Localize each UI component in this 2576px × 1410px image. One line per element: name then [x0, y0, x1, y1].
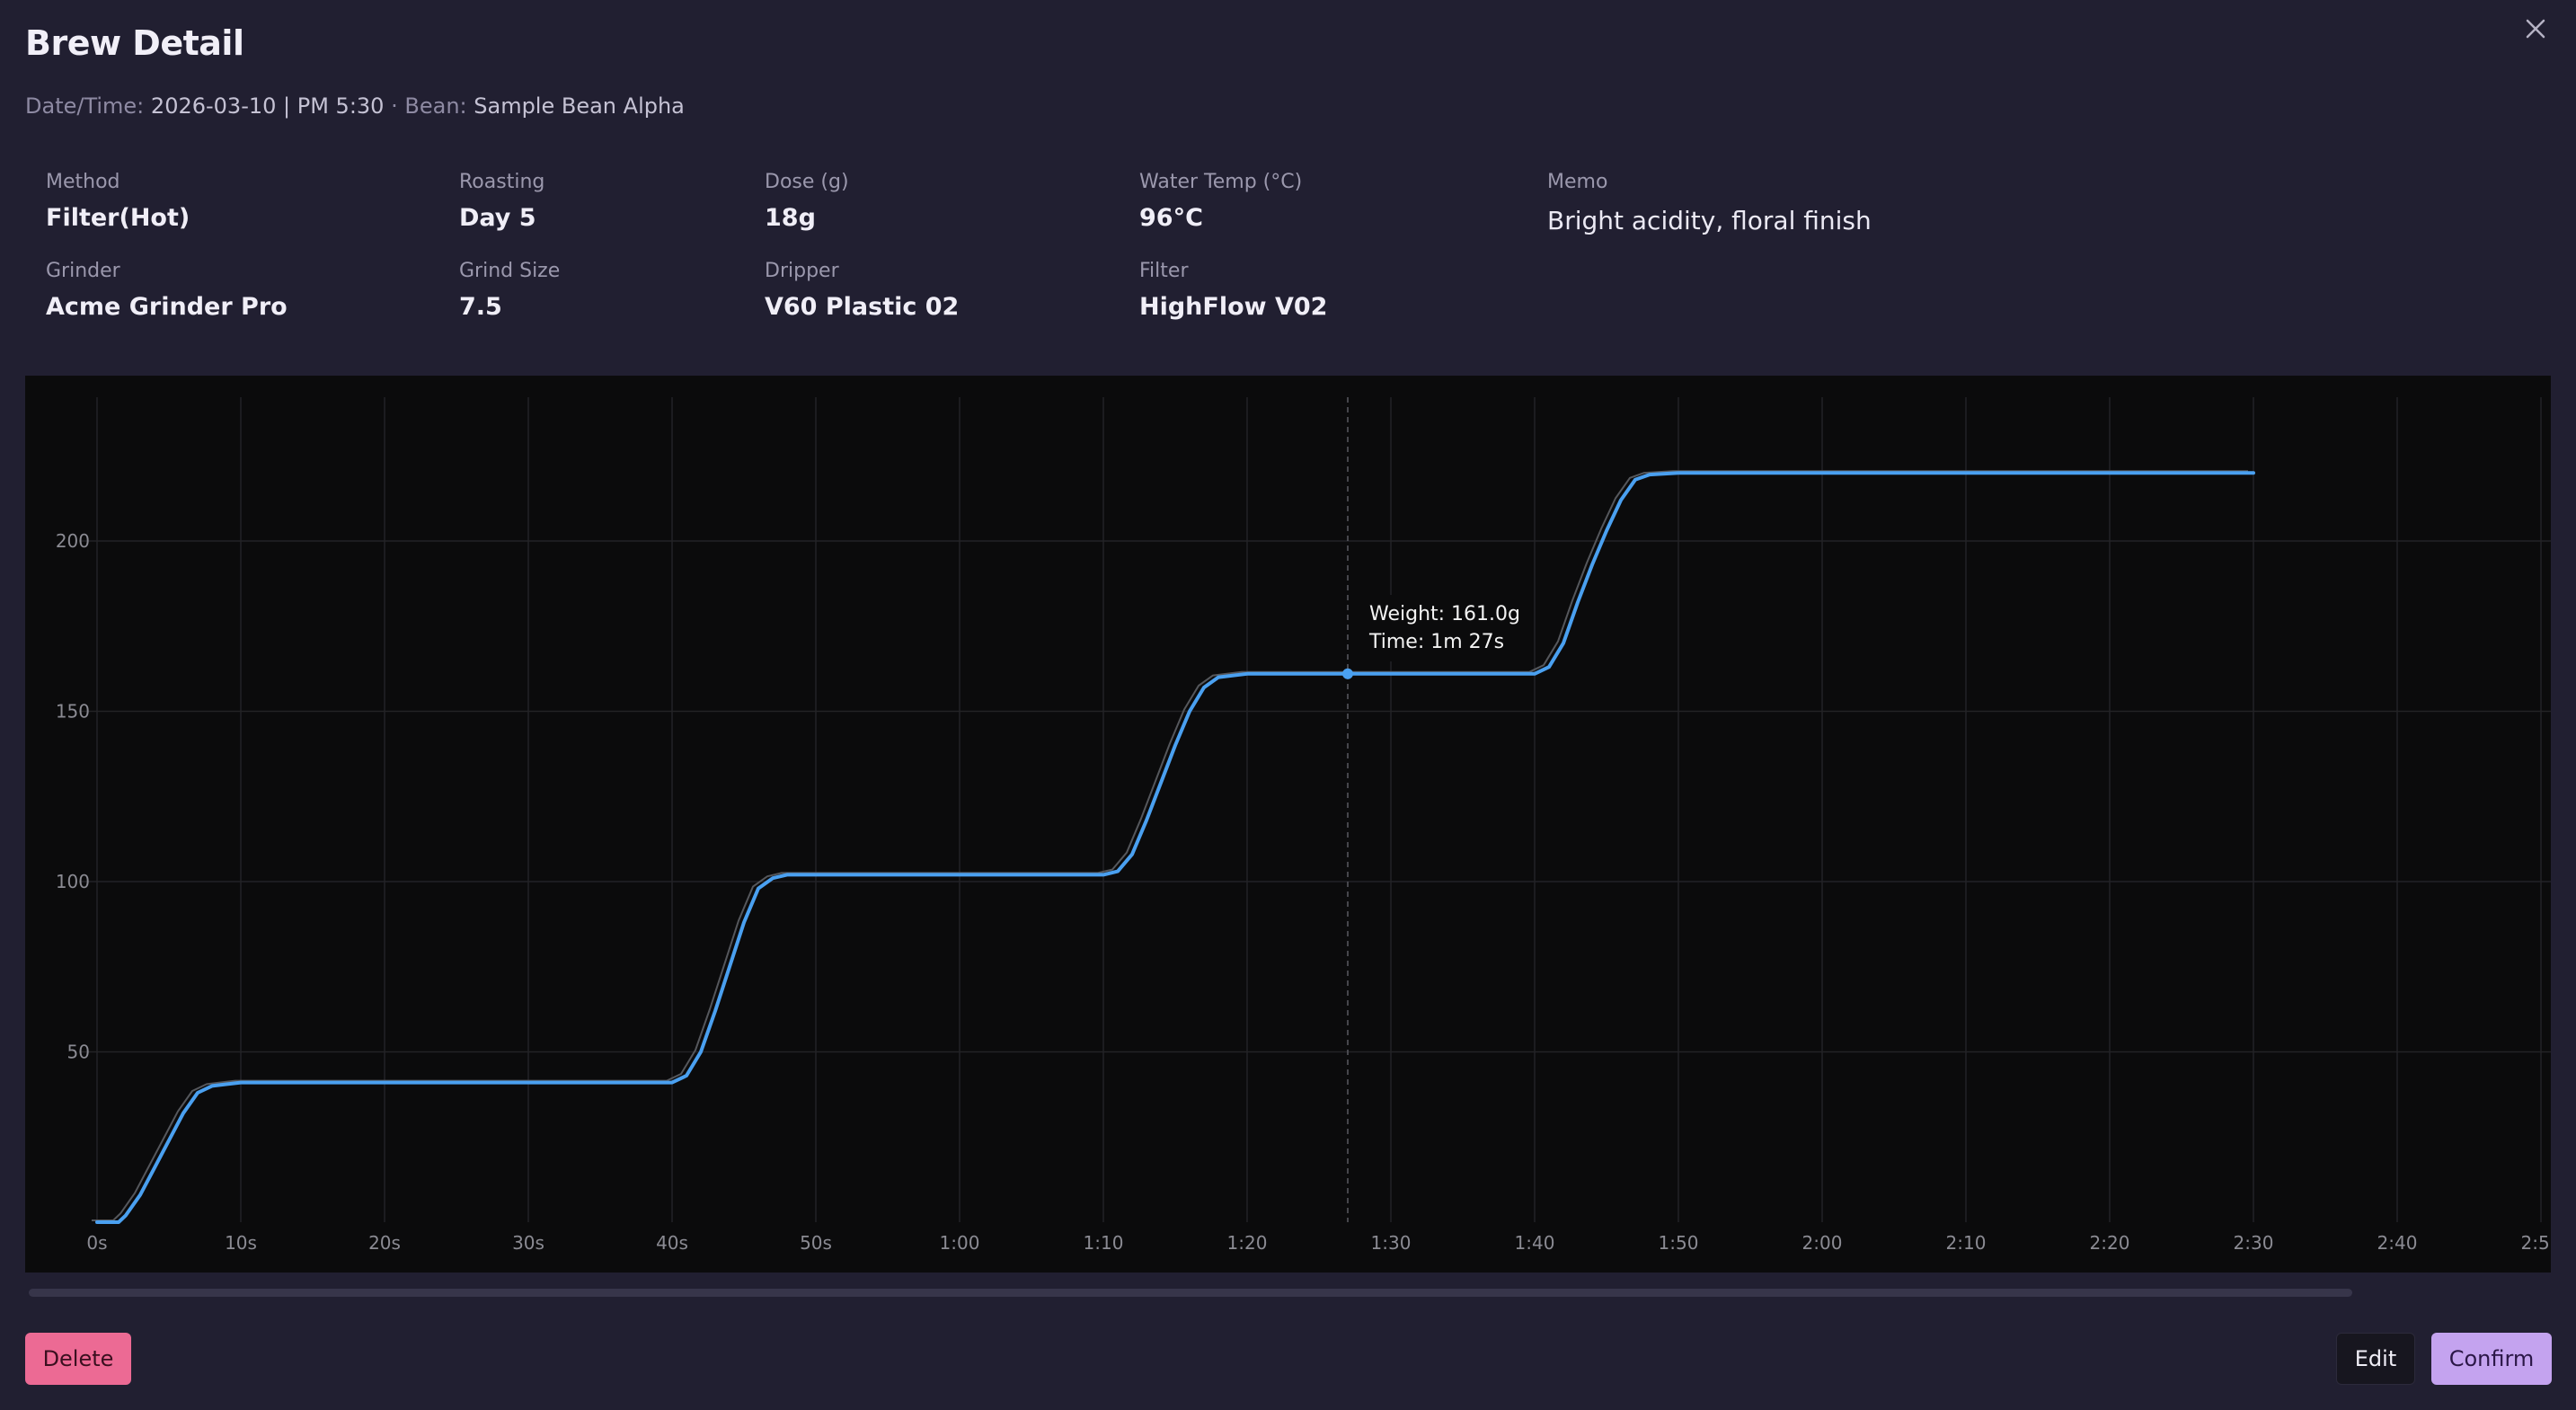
weight-chart[interactable]: 0s 10s 20s 30s 40s 50s 1:00 1:10 1:20 1:30 1:40 1:5…: [25, 376, 2551, 1273]
edit-button[interactable]: Edit: [2336, 1333, 2415, 1385]
x-tick-label: 2:20: [2090, 1232, 2130, 1254]
filter-label: Filter: [1139, 260, 1189, 282]
chart-grid: [79, 397, 2551, 1222]
dripper-label: Dripper: [765, 260, 839, 282]
method-value: Filter(Hot): [46, 204, 190, 232]
bean-value: Sample Bean Alpha: [474, 93, 685, 119]
delete-button[interactable]: Delete: [25, 1333, 131, 1385]
x-tick-label: 40s: [656, 1232, 688, 1254]
water-temp-label: Water Temp (°C): [1139, 171, 1303, 193]
hover-point: [1342, 668, 1353, 679]
grinder-field: Grinder Acme Grinder Pro: [46, 260, 288, 321]
dialog-title: Brew Detail: [25, 23, 244, 63]
weight-series-line: [95, 471, 2255, 1224]
x-tick-label: 20s: [368, 1232, 401, 1254]
y-tick-label: 150: [56, 701, 90, 723]
close-icon: [2526, 19, 2545, 39]
x-tick-label: 1:40: [1515, 1232, 1555, 1254]
x-tick-label: 2:30: [2234, 1232, 2274, 1254]
x-tick-label: 50s: [800, 1232, 832, 1254]
chart-series: [92, 470, 2255, 1224]
grind-size-value: 7.5: [459, 293, 502, 321]
method-label: Method: [46, 171, 120, 193]
dose-field: Dose (g) 18g: [765, 171, 849, 232]
x-tick-label: 2:10: [1946, 1232, 1987, 1254]
method-field: Method Filter(Hot): [46, 171, 190, 232]
filter-field: Filter HighFlow V02: [1139, 260, 1327, 321]
roasting-field: Roasting Day 5: [459, 171, 544, 232]
y-tick-label: 200: [56, 530, 90, 552]
chart-tooltip: Weight: 161.0g Time: 1m 27s: [1362, 594, 1527, 661]
chart-horizontal-scrollbar[interactable]: [29, 1289, 2352, 1297]
memo-label: Memo: [1547, 171, 1608, 193]
brew-subtitle: Date/Time: 2026-03-10 | PM 5:30 · Bean: …: [25, 93, 685, 119]
subtitle-separator: ·: [391, 93, 398, 119]
x-tick-label: 2:40: [2377, 1232, 2418, 1254]
x-tick-label: 10s: [225, 1232, 257, 1254]
confirm-button[interactable]: Confirm: [2431, 1333, 2552, 1385]
filter-value: HighFlow V02: [1139, 293, 1328, 321]
roasting-label: Roasting: [459, 171, 545, 193]
x-tick-label: 1:50: [1659, 1232, 1699, 1254]
grind-size-label: Grind Size: [459, 260, 561, 282]
tooltip-time: Time: 1m 27s: [1369, 630, 1505, 653]
bean-label: Bean:: [404, 93, 467, 119]
x-tick-label: 30s: [512, 1232, 544, 1254]
x-tick-label: 2:00: [1802, 1232, 1843, 1254]
raw-weight-line: [92, 470, 2248, 1221]
x-tick-label: 1:10: [1084, 1232, 1124, 1254]
x-tick-label: 1:30: [1371, 1232, 1412, 1254]
memo-value: Bright acidity, floral finish: [1547, 206, 1872, 235]
x-tick-label: 2:50: [2521, 1232, 2551, 1254]
y-tick-label: 50: [67, 1042, 90, 1063]
memo-field: Memo Bright acidity, floral finish: [1547, 171, 1872, 235]
weight-chart-svg: 0s 10s 20s 30s 40s 50s 1:00 1:10 1:20 1:30 1:40 1:5…: [56, 397, 2551, 1254]
dripper-field: Dripper V60 Plastic 02: [765, 260, 959, 321]
chart-tick-labels: 0s 10s 20s 30s 40s 50s 1:00 1:10 1:20 1:30 1:40 1:5…: [56, 530, 2551, 1254]
dose-value: 18g: [765, 204, 816, 232]
grinder-label: Grinder: [46, 260, 120, 282]
water-temp-value: 96°C: [1139, 204, 1203, 232]
close-button[interactable]: [2519, 13, 2552, 45]
y-tick-label: 100: [56, 871, 90, 892]
roasting-value: Day 5: [459, 204, 536, 232]
dripper-value: V60 Plastic 02: [765, 293, 960, 321]
x-tick-label: 1:00: [940, 1232, 980, 1254]
x-tick-label: 0s: [86, 1232, 107, 1254]
grind-size-field: Grind Size 7.5: [459, 260, 560, 321]
datetime-label: Date/Time:: [25, 93, 145, 119]
water-temp-field: Water Temp (°C) 96°C: [1139, 171, 1302, 232]
x-tick-label: 1:20: [1227, 1232, 1268, 1254]
dose-label: Dose (g): [765, 171, 849, 193]
grinder-value: Acme Grinder Pro: [46, 293, 288, 321]
tooltip-weight: Weight: 161.0g: [1369, 602, 1520, 625]
datetime-value: 2026-03-10 | PM 5:30: [150, 93, 385, 119]
